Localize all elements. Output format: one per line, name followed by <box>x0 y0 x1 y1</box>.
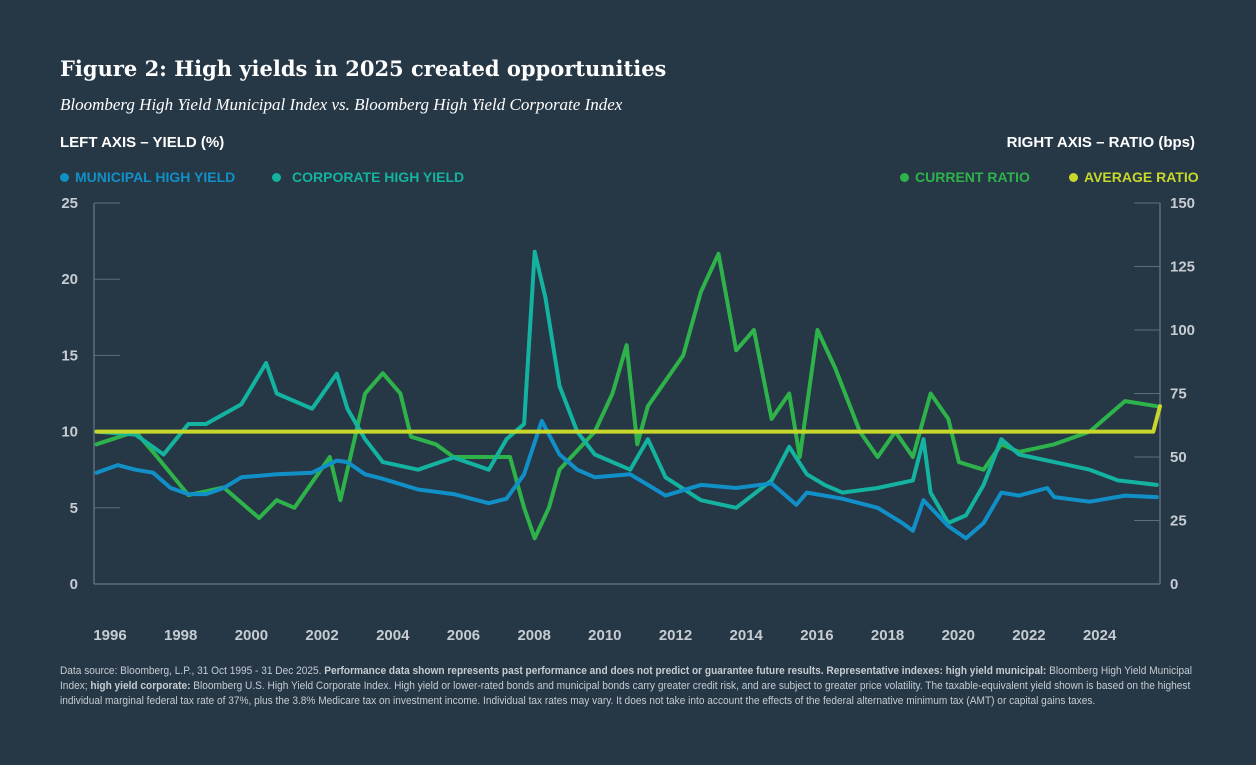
legend-dot-icon <box>900 172 909 182</box>
left-tick-label: 5 <box>70 500 78 517</box>
x-tick-label: 2004 <box>376 627 410 644</box>
x-tick-label: 2010 <box>588 627 621 644</box>
x-tick-label: 2006 <box>447 627 480 644</box>
chart-title: Figure 2: High yields in 2025 created op… <box>60 56 667 81</box>
footnote: Data source: Bloomberg, L.P., 31 Oct 199… <box>60 664 1210 709</box>
legend-average-ratio: AVERAGE RATIO <box>1069 169 1199 185</box>
legend-municipal: MUNICIPAL HIGH YIELD <box>60 169 235 185</box>
x-tick-label: 1998 <box>164 627 197 644</box>
series-line-average-ratio <box>94 404 1162 434</box>
x-tick-label: 2012 <box>659 627 692 644</box>
left-tick-label: 20 <box>61 271 78 288</box>
right-axis-label: RIGHT AXIS – RATIO (bps) <box>1006 134 1195 151</box>
footnote-text: Bloomberg High Yield Municipal Index; <box>60 665 1193 692</box>
right-tick-label: 100 <box>1170 322 1195 339</box>
x-tick-label: 2008 <box>517 627 550 644</box>
legend-label: MUNICIPAL HIGH YIELD <box>75 169 236 185</box>
legend-dot-icon <box>1069 172 1078 182</box>
right-tick-label: 50 <box>1170 449 1187 466</box>
x-tick-label: 1996 <box>93 627 126 644</box>
x-tick-label: 2024 <box>1083 627 1117 644</box>
right-tick-label: 125 <box>1170 259 1195 276</box>
footnote-text: Data source: Bloomberg, L.P., 31 Oct 199… <box>60 665 325 677</box>
legend-current-ratio: CURRENT RATIO <box>900 169 1030 185</box>
right-tick-label: 75 <box>1170 386 1187 403</box>
footnote-text: Bloomberg U.S. High Yield Corporate Inde… <box>60 680 1191 707</box>
right-tick-label: 0 <box>1170 576 1178 593</box>
legend-label: AVERAGE RATIO <box>1084 169 1199 185</box>
legend-dot-icon <box>60 172 69 182</box>
right-tick-label: 25 <box>1170 513 1187 530</box>
x-tick-label: 2016 <box>800 627 833 644</box>
left-tick-label: 25 <box>61 195 78 212</box>
x-tick-label: 2014 <box>730 627 764 644</box>
legend-dot-icon <box>272 172 281 182</box>
legend-label: CORPORATE HIGH YIELD <box>292 169 465 185</box>
series-line-current-ratio <box>94 251 1159 541</box>
left-tick-label: 10 <box>61 424 78 441</box>
series-line-corporate-high-yield <box>94 249 1159 525</box>
left-tick-label: 15 <box>61 347 78 364</box>
left-tick-label: 0 <box>70 576 78 593</box>
x-tick-label: 2020 <box>942 627 975 644</box>
x-tick-label: 2022 <box>1012 627 1045 644</box>
series-line-municipal-high-yield <box>94 418 1159 541</box>
footnote-bold: high yield corporate: <box>90 680 191 692</box>
x-tick-label: 2018 <box>871 627 904 644</box>
legend-label: CURRENT RATIO <box>915 169 1030 185</box>
x-tick-label: 2002 <box>305 627 338 644</box>
chart-subtitle: Bloomberg High Yield Municipal Index vs.… <box>60 95 623 114</box>
legend-corporate: CORPORATE HIGH YIELD <box>272 169 464 185</box>
footnote-bold: Performance data shown represents past p… <box>324 665 1047 677</box>
right-tick-label: 150 <box>1170 195 1195 212</box>
x-tick-label: 2000 <box>235 627 268 644</box>
left-axis-label: LEFT AXIS – YIELD (%) <box>60 134 225 151</box>
